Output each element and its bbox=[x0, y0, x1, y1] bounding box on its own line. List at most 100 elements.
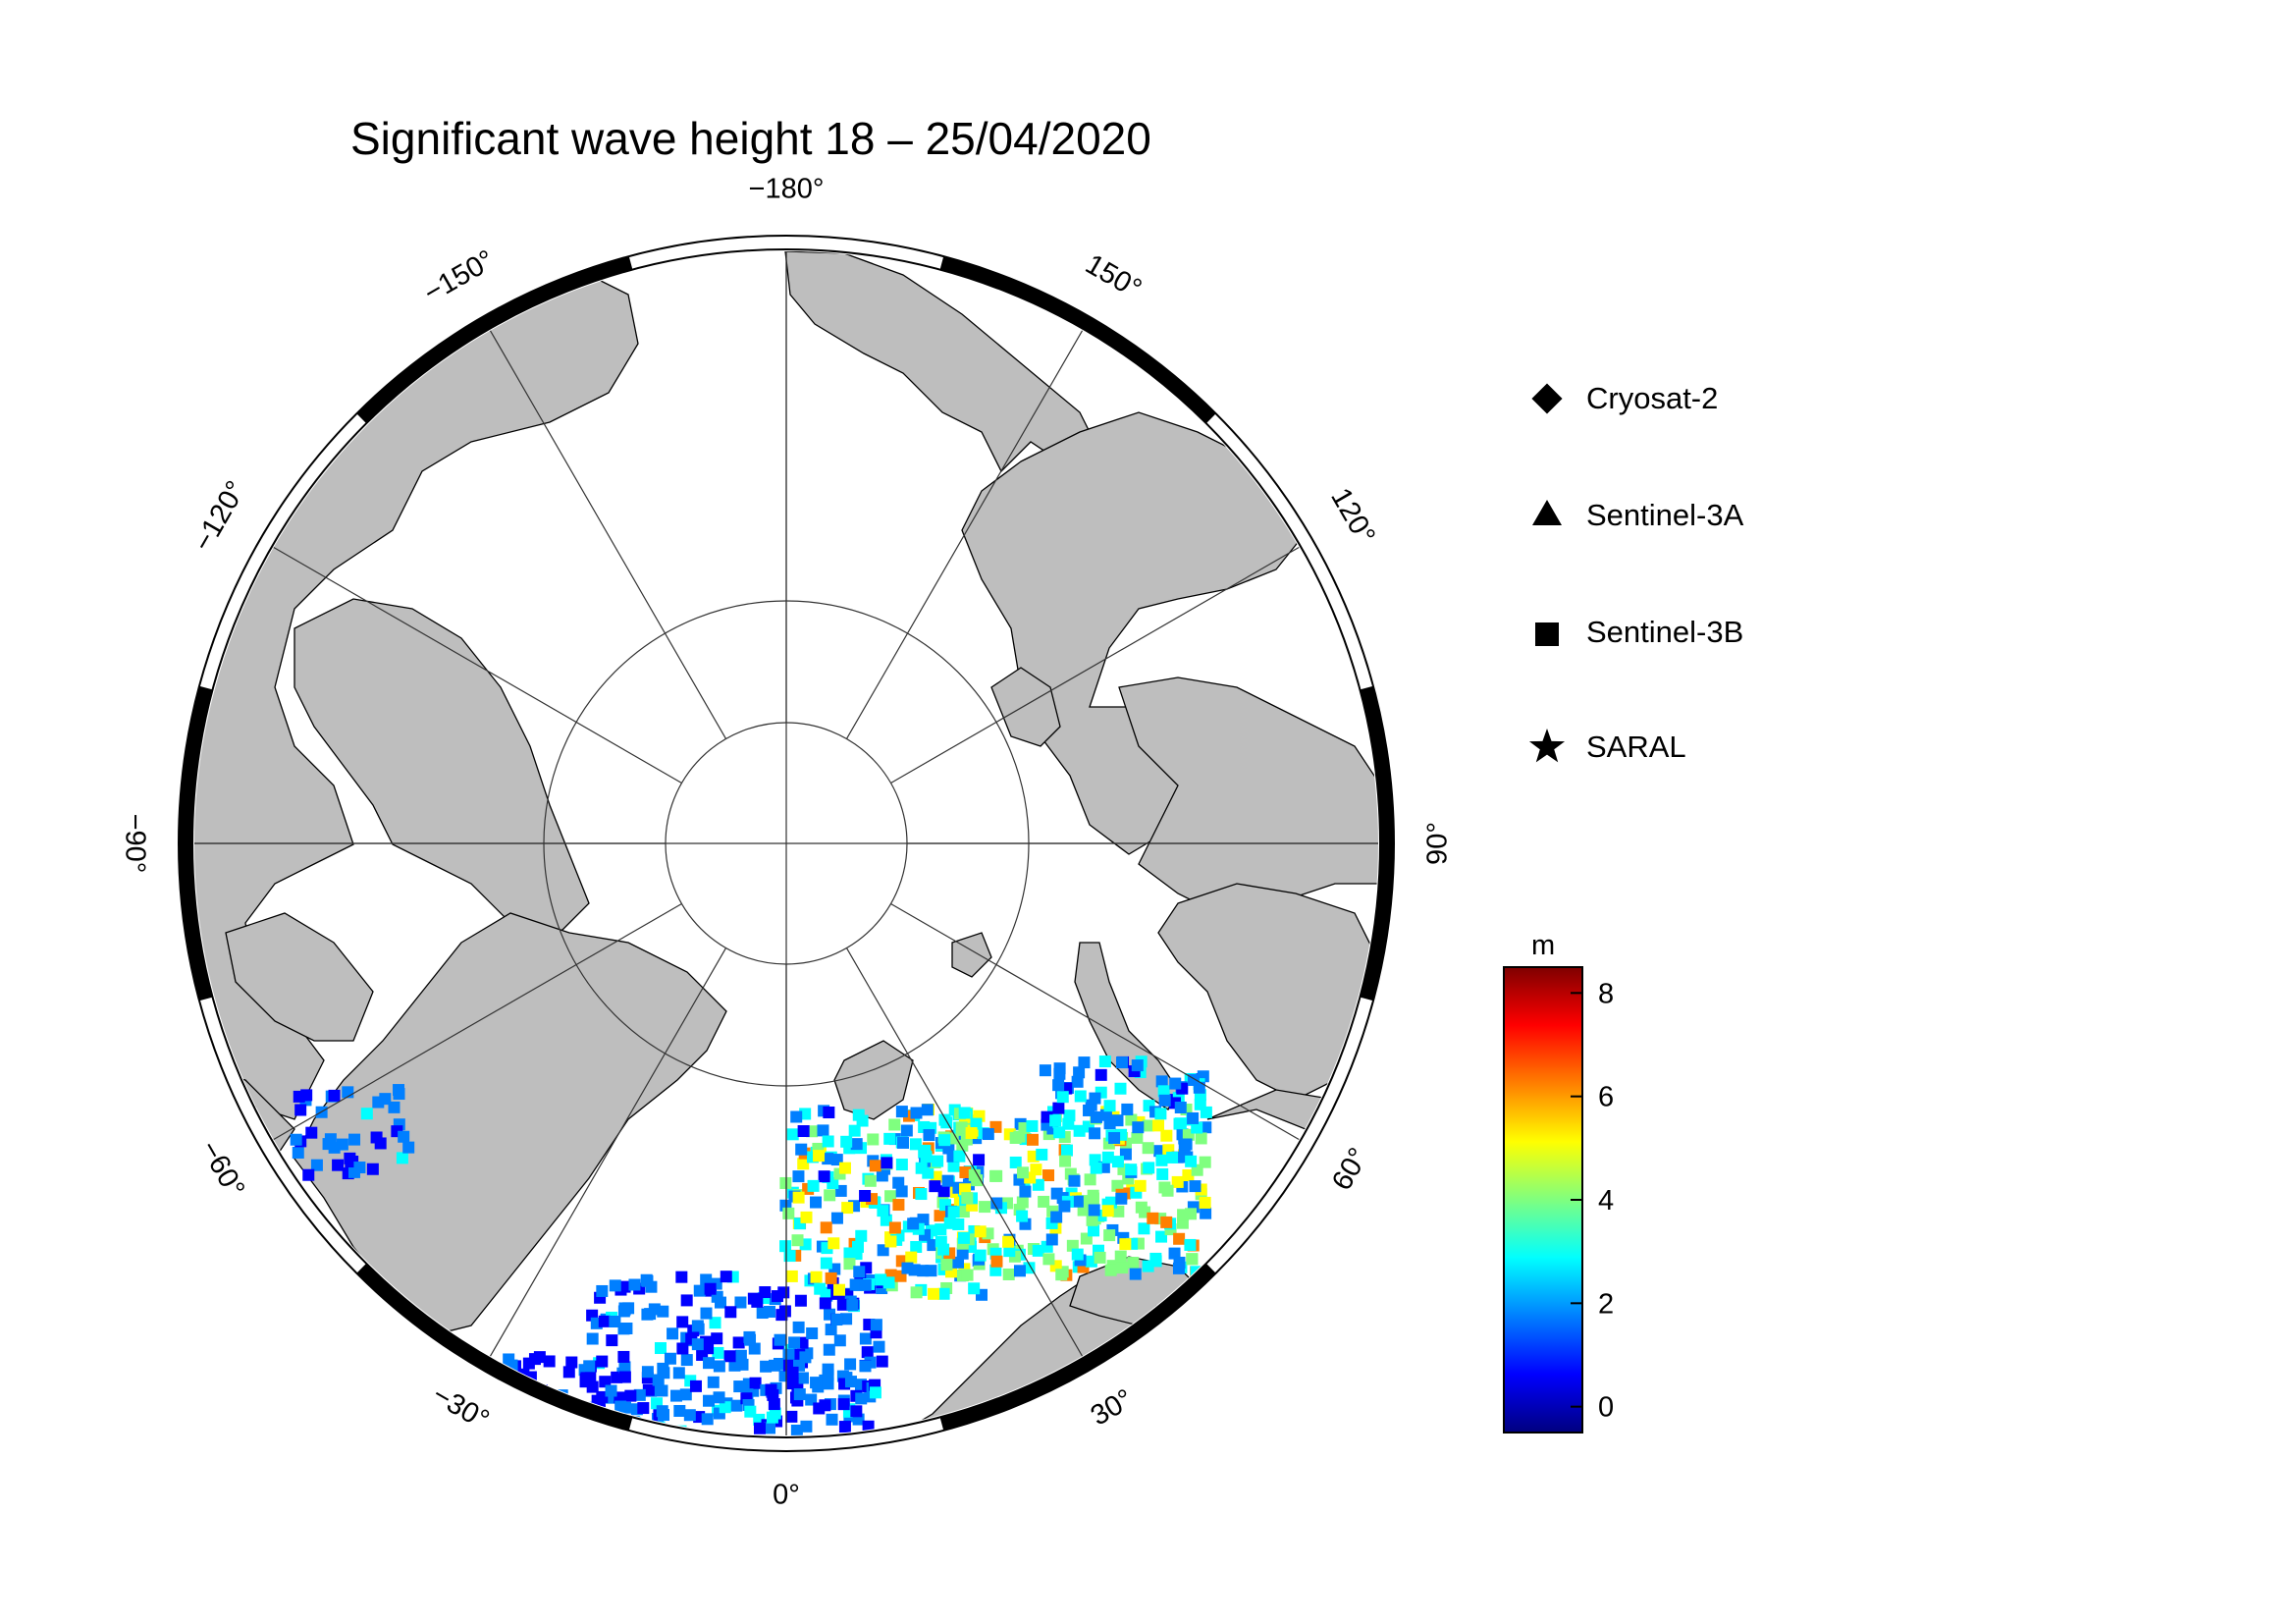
wave-height-marker bbox=[594, 1425, 607, 1435]
wave-height-marker bbox=[861, 1346, 874, 1359]
wave-height-marker bbox=[1009, 1156, 1022, 1168]
wave-height-marker bbox=[779, 1240, 792, 1253]
map-frame-segments bbox=[179, 256, 1395, 1431]
wave-height-marker bbox=[1002, 1268, 1015, 1280]
wave-height-marker bbox=[294, 1104, 307, 1116]
wave-height-marker bbox=[859, 1332, 872, 1345]
wave-height-marker bbox=[814, 1282, 827, 1295]
wave-height-marker bbox=[840, 1135, 853, 1148]
wave-height-marker bbox=[596, 1284, 609, 1297]
wave-height-marker bbox=[1095, 1068, 1107, 1081]
wave-height-marker bbox=[701, 1413, 714, 1426]
frame-segment bbox=[1360, 685, 1395, 1001]
wave-height-marker bbox=[645, 1280, 658, 1293]
legend-label: Cryosat-2 bbox=[1586, 381, 1718, 415]
wave-height-marker bbox=[956, 1247, 969, 1260]
wave-height-marker bbox=[855, 1229, 868, 1242]
wave-height-marker bbox=[1073, 1124, 1086, 1137]
wave-height-marker bbox=[336, 1138, 348, 1151]
wave-height-marker bbox=[641, 1366, 654, 1379]
wave-height-marker bbox=[657, 1305, 669, 1318]
polar-map: −180° 150° 120° 90° 60° 30° 0° −30° −60° −90° −120… bbox=[119, 174, 1453, 1511]
wave-height-marker bbox=[734, 1296, 747, 1309]
wave-height-marker bbox=[1180, 1138, 1193, 1151]
wave-height-marker bbox=[1200, 1207, 1212, 1219]
wave-height-marker bbox=[822, 1378, 834, 1390]
wave-height-marker bbox=[974, 1249, 987, 1262]
wave-height-marker bbox=[393, 1088, 405, 1101]
wave-height-marker bbox=[300, 1089, 313, 1102]
wave-height-marker bbox=[641, 1308, 654, 1321]
longitude-label: −60° bbox=[193, 1136, 250, 1204]
wave-height-marker bbox=[825, 1324, 837, 1336]
wave-height-marker bbox=[852, 1240, 865, 1253]
wave-height-marker bbox=[929, 1180, 941, 1193]
wave-height-marker bbox=[1050, 1211, 1063, 1223]
wave-height-marker bbox=[700, 1307, 713, 1320]
wave-height-marker bbox=[824, 1189, 836, 1202]
wave-height-marker bbox=[1013, 1130, 1026, 1143]
wave-height-marker bbox=[1086, 1214, 1098, 1226]
wave-height-marker bbox=[974, 1225, 987, 1238]
wave-height-marker bbox=[1200, 1121, 1212, 1134]
wave-height-marker bbox=[1155, 1075, 1168, 1088]
wave-height-marker bbox=[990, 1255, 1003, 1268]
wave-height-marker bbox=[328, 1089, 341, 1102]
legend-item-sentinel-3a: Sentinel-3A bbox=[1532, 498, 1744, 532]
wave-height-marker bbox=[873, 1340, 885, 1353]
legend-item-sentinel-3b: Sentinel-3B bbox=[1535, 615, 1743, 649]
wave-height-marker bbox=[895, 1106, 908, 1118]
wave-height-marker bbox=[700, 1273, 713, 1286]
wave-height-marker bbox=[763, 1305, 775, 1318]
wave-height-marker bbox=[1142, 1260, 1154, 1272]
wave-height-marker bbox=[586, 1420, 599, 1433]
wave-height-marker bbox=[774, 1333, 786, 1346]
wave-height-marker bbox=[1003, 1245, 1016, 1258]
wave-height-marker bbox=[937, 1287, 950, 1300]
wave-height-marker bbox=[800, 1420, 813, 1433]
wave-height-marker bbox=[1084, 1173, 1096, 1186]
wave-height-marker bbox=[1125, 1163, 1138, 1176]
wave-height-marker bbox=[896, 1136, 909, 1149]
wave-height-marker bbox=[709, 1317, 721, 1329]
wave-height-marker bbox=[1127, 1257, 1140, 1270]
wave-height-marker bbox=[796, 1372, 809, 1384]
meridian-line bbox=[273, 546, 682, 784]
wave-height-marker bbox=[711, 1332, 723, 1345]
wave-height-marker bbox=[1160, 1129, 1173, 1142]
wave-height-marker bbox=[788, 1336, 801, 1349]
wave-height-marker bbox=[1169, 1077, 1182, 1090]
wave-height-marker bbox=[853, 1266, 866, 1278]
wave-height-marker bbox=[877, 1205, 889, 1217]
graticule bbox=[194, 251, 1378, 1435]
wave-height-marker bbox=[940, 1259, 953, 1271]
wave-height-marker bbox=[783, 1250, 796, 1263]
wave-height-marker bbox=[790, 1110, 803, 1123]
wave-height-marker bbox=[1189, 1180, 1201, 1193]
wave-height-marker bbox=[1177, 1209, 1190, 1221]
meridians bbox=[194, 251, 1378, 1435]
wave-height-marker bbox=[837, 1398, 850, 1411]
wave-height-marker bbox=[656, 1384, 668, 1397]
wave-height-marker bbox=[867, 1133, 880, 1146]
wave-height-marker bbox=[744, 1333, 757, 1346]
wave-height-marker bbox=[766, 1411, 778, 1424]
wave-height-marker bbox=[658, 1367, 670, 1380]
wave-height-marker bbox=[1142, 1142, 1154, 1155]
wave-height-marker bbox=[825, 1271, 837, 1284]
wave-height-marker bbox=[928, 1287, 940, 1300]
wave-height-marker bbox=[1185, 1155, 1198, 1167]
wave-height-marker bbox=[1101, 1205, 1114, 1217]
wave-height-marker bbox=[921, 1104, 934, 1116]
wave-height-marker bbox=[719, 1401, 731, 1414]
wave-height-marker bbox=[785, 1270, 798, 1282]
wave-height-marker bbox=[792, 1191, 805, 1204]
wave-height-marker bbox=[1059, 1155, 1072, 1167]
wave-height-marker bbox=[1042, 1169, 1055, 1182]
triangle-icon bbox=[1532, 500, 1562, 525]
meridian-line bbox=[890, 902, 1300, 1141]
wave-height-marker bbox=[838, 1162, 851, 1174]
wave-height-marker bbox=[1152, 1119, 1165, 1132]
wave-height-marker bbox=[786, 1128, 799, 1141]
wave-height-marker bbox=[749, 1377, 762, 1389]
